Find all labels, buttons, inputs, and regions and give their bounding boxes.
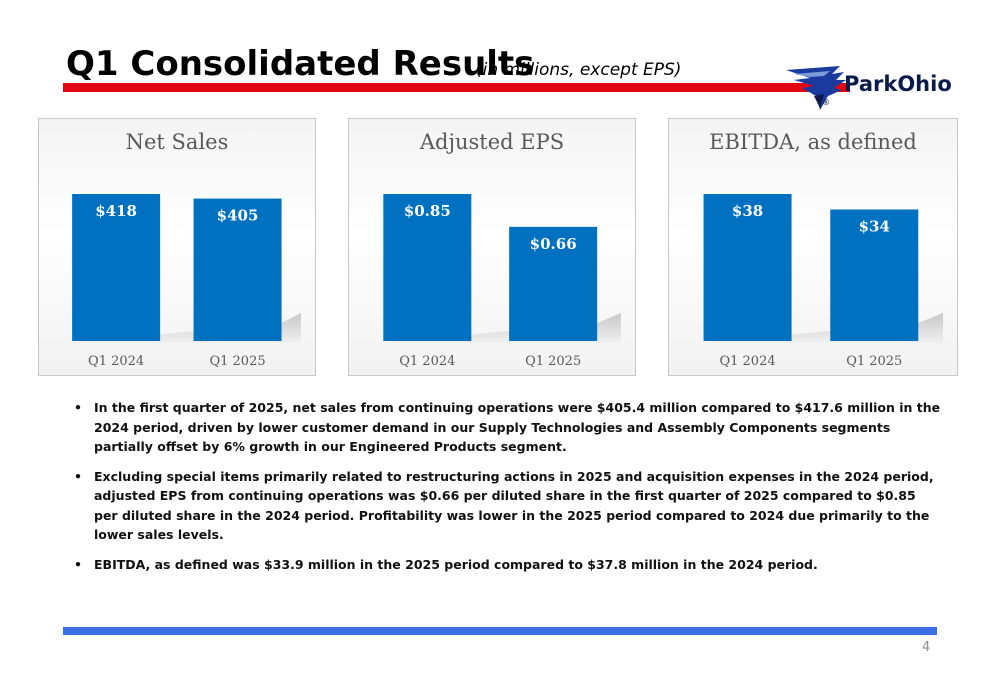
page-title: Q1 Consolidated Results	[66, 44, 535, 84]
chart-panel-adjusted-eps: Adjusted EPS $0.85 Q1 2024 $0.66 Q1 2025	[348, 118, 636, 376]
chart-panel-ebitda: EBITDA, as defined $38 Q1 2024 $34 Q1 2025	[668, 118, 958, 376]
chart-panel-net-sales: Net Sales $418 Q1 2024 $405 Q1 2025	[38, 118, 316, 376]
bar-q1-2025	[830, 209, 919, 341]
bar-q1-2024	[383, 194, 472, 341]
bar-label-q1-2024: $0.85	[404, 202, 451, 220]
tick-label-q1-2025: Q1 2025	[209, 354, 265, 369]
adjusted-eps-chart: Adjusted EPS $0.85 Q1 2024 $0.66 Q1 2025	[377, 130, 621, 369]
logo-text: ParkOhio	[844, 72, 952, 96]
net-sales-chart: Net Sales $418 Q1 2024 $405 Q1 2025	[66, 130, 302, 369]
bar-q1-2024	[72, 194, 161, 341]
bar-q1-2025	[509, 226, 598, 341]
tick-label-q1-2024: Q1 2024	[399, 354, 455, 369]
tick-label-q1-2025: Q1 2025	[525, 354, 581, 369]
bullet-ebitda: EBITDA, as defined was $33.9 million in …	[72, 555, 942, 575]
bar-label-q1-2025: $405	[217, 207, 259, 225]
commentary-list: In the first quarter of 2025, net sales …	[72, 398, 942, 584]
title-underline	[63, 83, 850, 92]
bar-label-q1-2024: $38	[732, 202, 763, 220]
page-number: 4	[922, 640, 931, 655]
bar-label-q1-2025: $0.66	[530, 235, 577, 253]
ebitda-chart: EBITDA, as defined $38 Q1 2024 $34 Q1 2025	[697, 130, 943, 369]
chart-title: Net Sales	[126, 130, 229, 154]
bullet-adjusted-eps: Excluding special items primarily relate…	[72, 467, 942, 545]
page-subtitle: (in millions, except EPS)	[476, 60, 682, 80]
bar-q1-2024	[703, 194, 792, 341]
parkohio-logo: ®	[786, 66, 846, 110]
chart-title: Adjusted EPS	[419, 130, 564, 154]
registered-mark: ®	[822, 98, 830, 107]
tick-label-q1-2024: Q1 2024	[719, 354, 775, 369]
footer-rule	[63, 627, 937, 635]
chart-title: EBITDA, as defined	[709, 130, 917, 154]
bar-label-q1-2024: $418	[95, 202, 137, 220]
bar-q1-2025	[193, 198, 282, 341]
eagle-icon	[786, 66, 846, 110]
bullet-net-sales: In the first quarter of 2025, net sales …	[72, 398, 942, 457]
bar-label-q1-2025: $34	[859, 217, 890, 235]
tick-label-q1-2025: Q1 2025	[846, 354, 902, 369]
tick-label-q1-2024: Q1 2024	[88, 354, 144, 369]
